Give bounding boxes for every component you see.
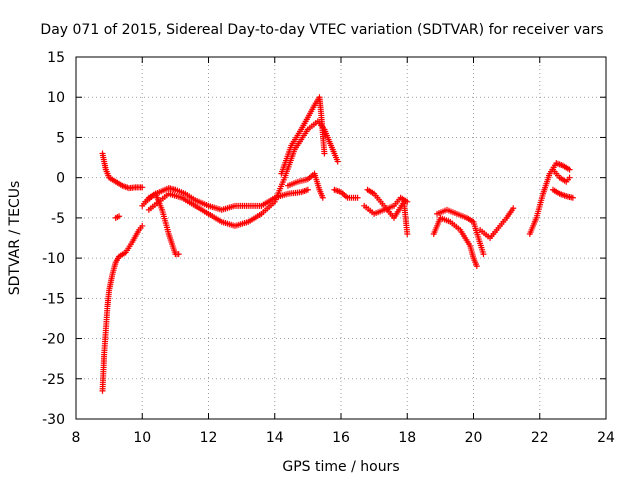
grid: [76, 57, 606, 419]
y-tick-label: 5: [56, 130, 65, 146]
data-point: [354, 194, 361, 201]
data-point: [404, 230, 411, 237]
y-tick-label: -5: [51, 211, 65, 227]
data-point: [304, 186, 311, 193]
x-tick-label: 22: [531, 430, 549, 446]
y-tick-label: 0: [56, 171, 65, 187]
data-point: [566, 174, 573, 181]
data-point: [510, 205, 517, 212]
data-point: [480, 251, 487, 258]
data-point: [569, 194, 576, 201]
data-point: [116, 213, 123, 220]
chart-title: Day 071 of 2015, Sidereal Day-to-day VTE…: [40, 22, 603, 38]
axis-ticks: 8 10 12 14 16 18 20 22 24 15 10 5 0 -5 -10 -15 -20 -25 -30: [42, 50, 615, 446]
x-tick-label: 12: [200, 430, 218, 446]
data-point: [319, 194, 326, 201]
y-tick-label: -30: [42, 412, 65, 428]
data-point: [139, 222, 146, 229]
x-tick-label: 14: [266, 430, 284, 446]
x-axis-label: GPS time / hours: [282, 459, 399, 475]
x-tick-label: 18: [398, 430, 416, 446]
data-points: [99, 94, 576, 394]
y-axis-label: SDTVAR / TECUs: [7, 181, 23, 296]
y-tick-label: -25: [42, 372, 65, 388]
y-tick-label: 10: [47, 90, 65, 106]
x-tick-label: 16: [332, 430, 350, 446]
x-tick-label: 24: [597, 430, 615, 446]
y-tick-label: -20: [42, 332, 65, 348]
data-point: [175, 251, 182, 258]
data-point: [139, 184, 146, 191]
y-tick-label: 15: [47, 50, 65, 66]
data-point: [334, 158, 341, 165]
x-tick-label: 8: [72, 430, 81, 446]
x-tick-label: 20: [465, 430, 483, 446]
data-point: [473, 263, 480, 270]
x-tick-label: 10: [133, 430, 151, 446]
data-point: [566, 166, 573, 173]
y-tick-label: -15: [42, 291, 65, 307]
data-point: [321, 150, 328, 157]
y-tick-label: -10: [42, 251, 65, 267]
